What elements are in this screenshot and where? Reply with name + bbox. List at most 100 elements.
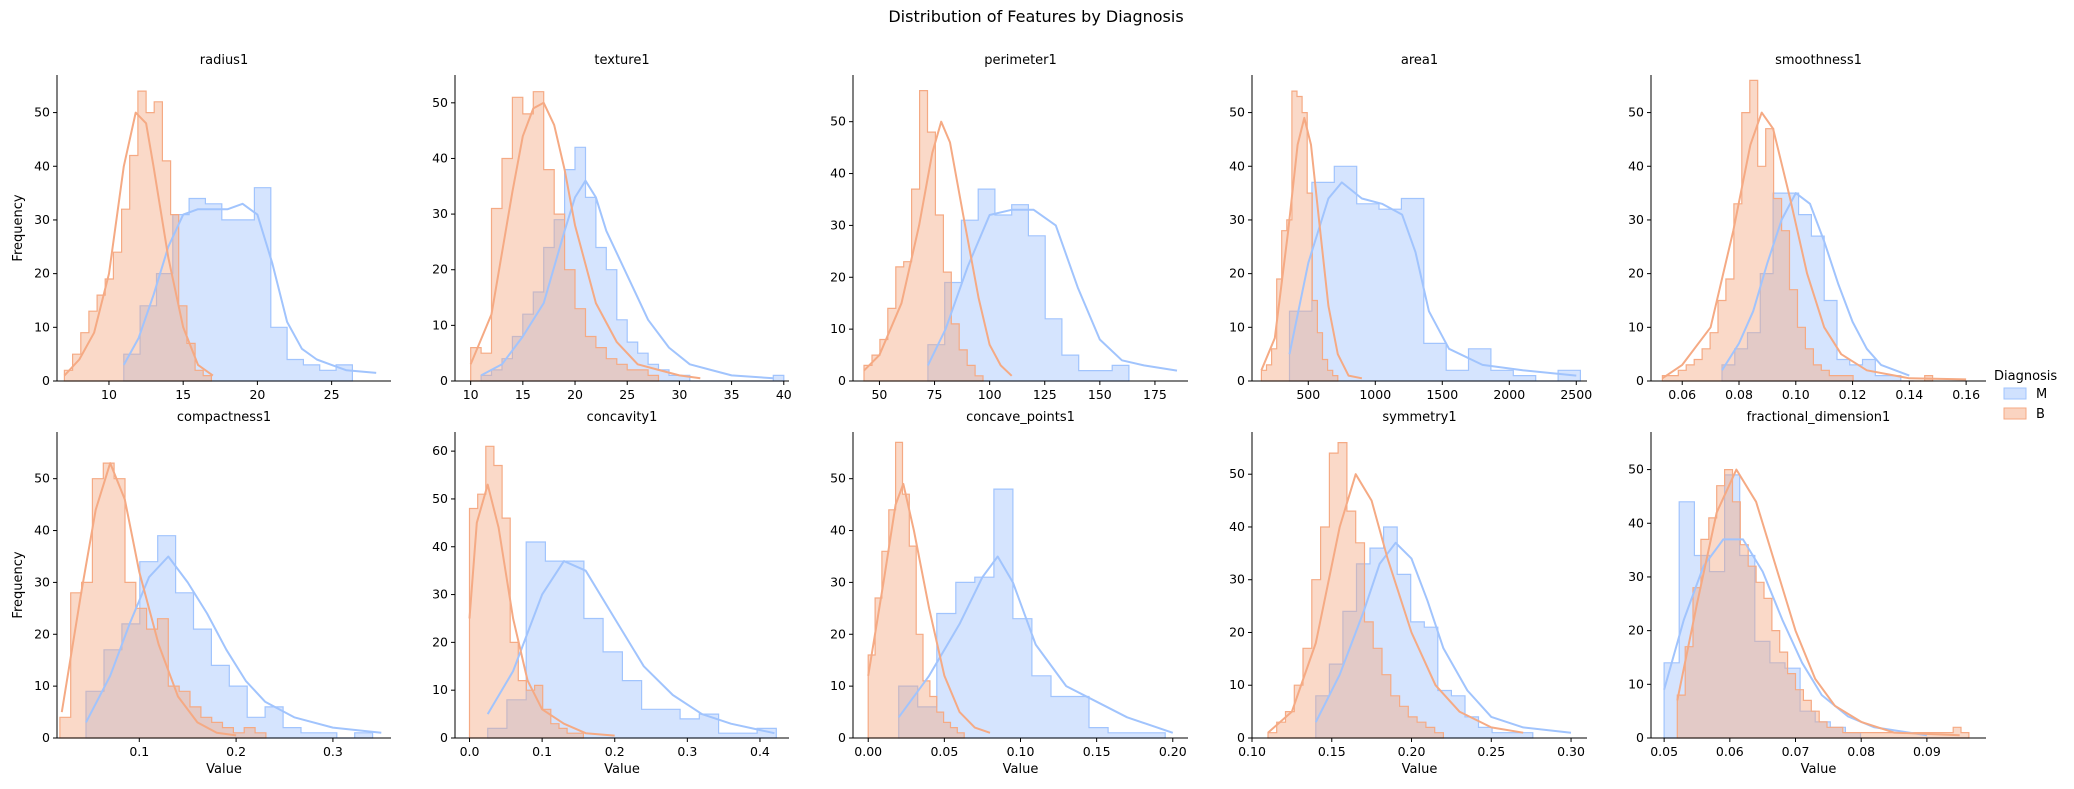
panel-radius1: 10 15 20 25 0 10 20 30 40 50 radius1 Frequency [11,53,391,402]
y-tick-label-radius1: 10 [34,319,50,334]
y-tick-label-concavity1: 0 [440,730,448,745]
kde-m-compactness1 [85,555,382,734]
y-tick-label-concavity1: 10 [432,682,448,697]
histogram-b-fractional-dimension1 [1676,469,1970,739]
y-tick-label-radius1: 0 [42,373,50,388]
histogram-m-compactness1 [85,535,374,739]
panel-texture1: 10 15 20 25 30 35 40 0 10 20 30 40 50 texture1 [432,53,792,402]
y-tick-label-smoothness1: 0 [1636,373,1644,388]
y-tick-label-texture1: 30 [432,206,448,221]
y-tick-label-symmetry1: 50 [1229,466,1245,481]
y-tick-label-area1: 50 [1229,105,1245,120]
y-tick-label-compactness1: 0 [42,730,50,745]
y-tick-label-compactness1: 10 [34,678,50,693]
y-tick-label-texture1: 50 [432,95,448,110]
y-tick-label-fractional-dimension1: 30 [1628,569,1644,584]
x-tick-label-symmetry1: 0.20 [1398,744,1426,759]
x-tick-label-texture1: 30 [671,387,687,402]
x-tick-label-concavity1: 0.2 [605,744,625,759]
y-tick-label-concavity1: 40 [432,539,448,554]
y-axis-label-compactness1: Frequency [11,551,26,618]
y-tick-label-concavity1: 50 [432,491,448,506]
y-tick-label-concave-points1: 0 [838,730,846,745]
kde-m-fractional-dimension1 [1663,538,1928,737]
x-tick-label-perimeter1: 125 [1033,387,1057,402]
x-tick-label-perimeter1: 175 [1143,387,1167,402]
x-tick-label-fractional-dimension1: 0.08 [1847,744,1875,759]
y-tick-label-smoothness1: 50 [1628,105,1644,120]
x-tick-label-symmetry1: 0.15 [1318,744,1346,759]
kde-b-texture1 [469,101,701,380]
y-tick-label-fractional-dimension1: 10 [1628,676,1644,691]
y-tick-label-fractional-dimension1: 40 [1628,515,1644,530]
x-tick-label-area1: 2500 [1560,387,1592,402]
panel-title-smoothness1: smoothness1 [1775,53,1862,68]
histogram-b-symmetry1 [1267,442,1444,739]
kde-m-concavity1 [486,560,775,735]
x-tick-label-smoothness1: 0.12 [1839,387,1867,402]
x-tick-label-concave-points1: 0.15 [1083,744,1111,759]
kde-b-concave-points1 [867,482,991,734]
legend: Diagnosis M B [1994,369,2057,422]
x-tick-label-radius1: 15 [175,387,191,402]
histogram-m-symmetry1 [1315,526,1534,739]
kde-b-concavity1 [468,483,615,737]
kde-m-area1 [1288,181,1577,377]
y-tick-label-radius1: 30 [34,212,50,227]
x-tick-label-perimeter1: 75 [927,387,943,402]
legend-title: Diagnosis [1994,369,2057,384]
x-tick-label-concavity1: 0.0 [460,744,480,759]
y-tick-label-area1: 30 [1229,212,1245,227]
panel-title-concavity1: concavity1 [587,410,658,425]
y-tick-label-texture1: 0 [440,373,448,388]
y-tick-label-compactness1: 20 [34,626,50,641]
y-tick-label-texture1: 20 [432,262,448,277]
x-tick-label-smoothness1: 0.14 [1895,387,1923,402]
x-tick-label-symmetry1: 0.30 [1557,744,1585,759]
y-tick-label-concave-points1: 20 [830,626,846,641]
y-tick-label-perimeter1: 0 [838,373,846,388]
y-tick-label-symmetry1: 10 [1229,677,1245,692]
y-tick-label-fractional-dimension1: 0 [1636,730,1644,745]
legend-label-m: M [2036,387,2047,402]
x-axis-label-symmetry1: Value [1402,762,1438,777]
panel-title-texture1: texture1 [594,53,649,68]
y-tick-label-radius1: 20 [34,266,50,281]
y-tick-label-fractional-dimension1: 50 [1628,462,1644,477]
y-tick-label-perimeter1: 40 [830,166,846,181]
y-tick-label-area1: 40 [1229,158,1245,173]
y-tick-label-area1: 0 [1237,373,1245,388]
x-tick-label-area1: 1500 [1426,387,1458,402]
y-tick-label-smoothness1: 20 [1628,266,1644,281]
figure-title: Distribution of Features by Diagnosis [888,7,1183,26]
x-tick-label-texture1: 10 [463,387,479,402]
x-tick-label-concavity1: 0.4 [750,744,770,759]
y-tick-label-smoothness1: 30 [1628,212,1644,227]
x-tick-label-fractional-dimension1: 0.09 [1913,744,1941,759]
y-tick-label-perimeter1: 10 [830,321,846,336]
kde-m-texture1 [480,179,774,380]
y-tick-label-concave-points1: 30 [830,574,846,589]
histogram-m-area1 [1288,165,1581,382]
y-tick-label-perimeter1: 30 [830,217,846,232]
histogram-b-texture1 [470,91,660,382]
x-axis-label-concavity1: Value [604,762,640,777]
panel-title-fractional-dimension1: fractional_dimension1 [1747,410,1891,425]
x-tick-label-perimeter1: 150 [1088,387,1112,402]
x-tick-label-radius1: 10 [101,387,117,402]
y-tick-label-concave-points1: 10 [830,678,846,693]
x-tick-label-concave-points1: 0.00 [854,744,882,759]
y-tick-label-smoothness1: 40 [1628,158,1644,173]
kde-m-radius1 [122,202,377,374]
x-tick-label-texture1: 25 [619,387,635,402]
x-tick-label-concave-points1: 0.05 [930,744,958,759]
y-tick-label-radius1: 40 [34,158,50,173]
x-tick-label-concavity1: 0.1 [532,744,552,759]
histogram-m-smoothness1 [1721,192,1914,382]
panel-perimeter1: 50 75 100 125 150 175 0 10 20 30 40 50 perimeter1 [830,53,1188,402]
histogram-b-compactness1 [59,462,267,739]
y-tick-label-compactness1: 30 [34,574,50,589]
panel-smoothness1: 0.06 0.08 0.10 0.12 0.14 0.16 0 10 20 30 40 50 smoot… [1628,53,1986,402]
x-tick-label-smoothness1: 0.10 [1782,387,1810,402]
kde-m-concave-points1 [897,555,1174,734]
